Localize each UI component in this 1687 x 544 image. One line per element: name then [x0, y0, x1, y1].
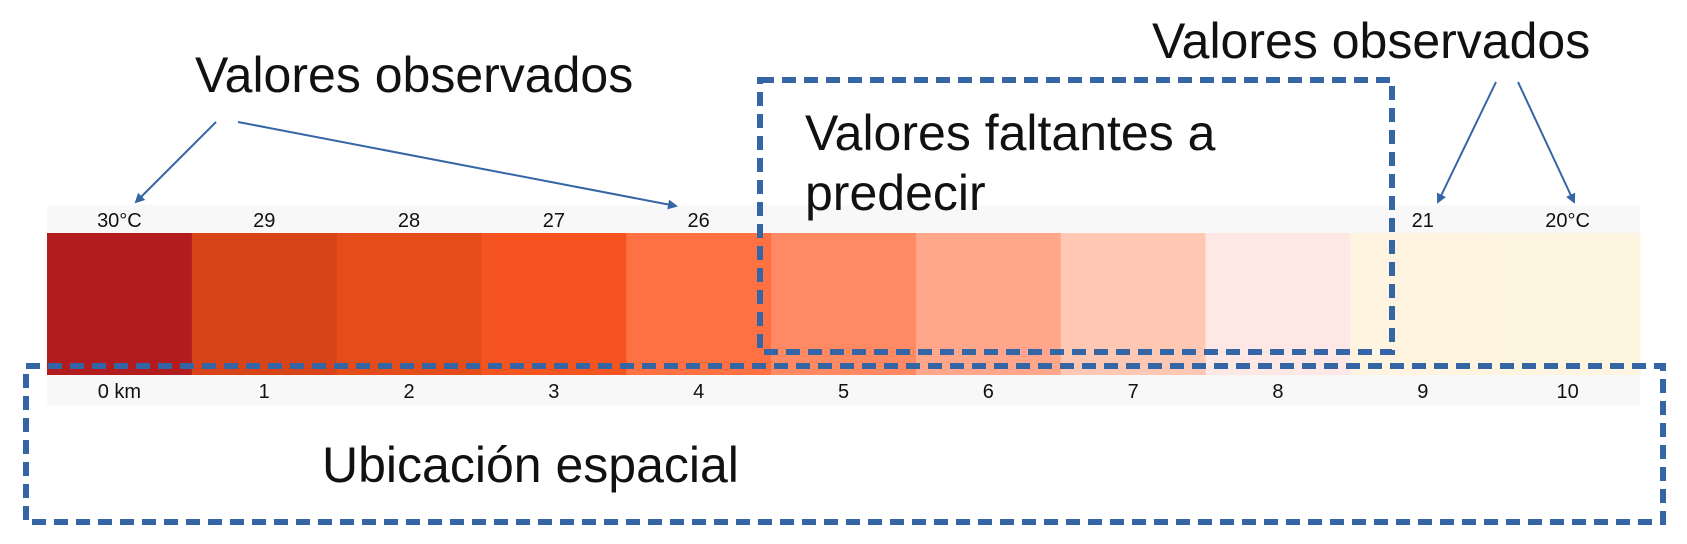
- missing-values-label-line2: predecir: [805, 165, 986, 221]
- temperature-label: 21: [1412, 210, 1434, 232]
- distance-label: 5: [838, 381, 849, 403]
- top-label-band: [47, 205, 1640, 233]
- distance-label: 4: [693, 381, 704, 403]
- strip-cell: [626, 233, 772, 375]
- strip-cell: [481, 233, 627, 375]
- temperature-label: 26: [688, 210, 710, 232]
- arrow-left-to-30: [134, 121, 217, 204]
- distance-label: 1: [259, 381, 270, 403]
- missing-values-label-line1: Valores faltantes a: [805, 105, 1216, 161]
- temperature-labels: 30°C 29 28 27 26 21 20°C: [97, 210, 1590, 232]
- strip-cell: [47, 233, 193, 375]
- temperature-label: 28: [398, 210, 420, 232]
- missing-values-box: [757, 77, 1395, 355]
- distance-label: 3: [548, 381, 559, 403]
- distance-label: 7: [1128, 381, 1139, 403]
- distance-label: 10: [1556, 381, 1578, 403]
- distance-label: 6: [983, 381, 994, 403]
- arrow-right-to-20: [1517, 81, 1576, 204]
- strip-cell: [1350, 233, 1496, 375]
- temperature-label: 27: [543, 210, 565, 232]
- arrow-left-to-26: [237, 121, 678, 210]
- arrow-right-to-21: [1436, 81, 1497, 204]
- temperature-label: 29: [253, 210, 275, 232]
- spatial-location-label: Ubicación espacial: [322, 437, 739, 493]
- observed-values-label-right: Valores observados: [1152, 13, 1590, 69]
- spatial-location-box: [23, 363, 1666, 525]
- distance-label: 9: [1417, 381, 1428, 403]
- strip-cell: [1495, 233, 1641, 375]
- temperature-label: 30°C: [97, 210, 142, 232]
- bottom-label-band: [47, 375, 1640, 405]
- strip-cell: [191, 233, 338, 375]
- distance-labels: 0 km 1 2 3 4 5 6 7 8 9 10: [98, 381, 1579, 403]
- strip-cell: [336, 233, 482, 375]
- observed-values-label-left: Valores observados: [195, 47, 633, 103]
- distance-label: 0 km: [98, 381, 141, 403]
- distance-label: 2: [403, 381, 414, 403]
- temperature-label: 20°C: [1545, 210, 1590, 232]
- distance-label: 8: [1272, 381, 1283, 403]
